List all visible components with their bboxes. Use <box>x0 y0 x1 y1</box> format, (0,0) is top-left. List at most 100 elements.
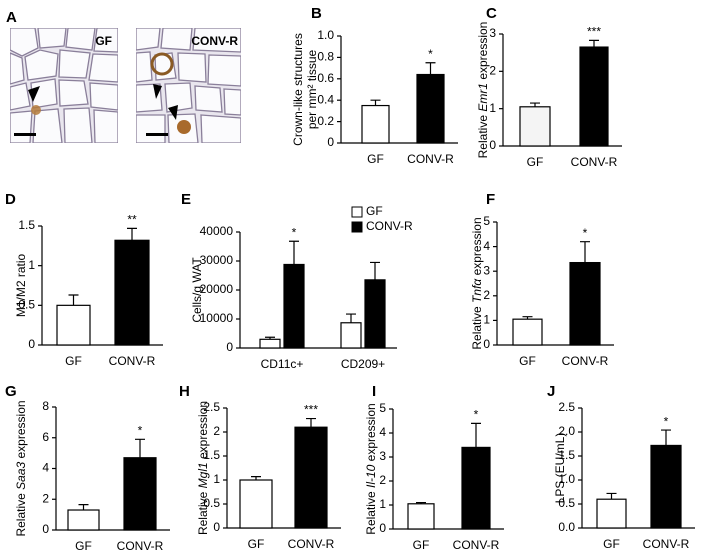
y-axis-label: Relative Mgl1 expression <box>196 401 210 535</box>
label-part: expression <box>470 217 484 278</box>
error-bar <box>289 240 299 265</box>
y-axis-label: per mm² tissue <box>305 50 319 130</box>
legend-swatch <box>351 221 363 233</box>
bar <box>67 509 100 531</box>
y-axis-label: Relative Il-10 expression <box>364 403 378 534</box>
y-tick-label: 2 <box>379 473 386 487</box>
y-tick-label: 1 <box>483 313 490 327</box>
label-part: per mm² tissue <box>305 50 319 130</box>
x-tick-label: CD209+ <box>341 357 385 371</box>
bar <box>596 498 627 529</box>
y-tick-label: 4 <box>483 239 490 253</box>
y-tick-label: 0 <box>226 340 233 354</box>
bar <box>259 338 281 349</box>
y-tick-label: 3 <box>489 26 496 40</box>
bar <box>340 322 362 349</box>
bar <box>283 263 305 349</box>
error-bar <box>589 39 599 48</box>
significance: *** <box>587 25 601 39</box>
label-part: Mgl1 <box>196 462 210 488</box>
y-axis-label: Relative Saa3 expression <box>14 400 28 536</box>
error-bar <box>606 492 617 500</box>
y-tick-label: 0.5 <box>558 496 575 510</box>
panel-letter: H <box>179 383 190 400</box>
y-tick-label: 4 <box>379 425 386 439</box>
x-tick-label: CONV-R <box>453 538 500 552</box>
y-tick-label: 0 <box>379 521 386 535</box>
y-tick-label: 2 <box>42 491 49 505</box>
y-tick-label: 1.5 <box>558 448 575 462</box>
y-tick-label: 0 <box>28 337 35 351</box>
error-bar <box>68 294 79 306</box>
significance: * <box>138 423 143 437</box>
label-part: M1/M2 ratio <box>14 254 28 318</box>
y-axis-label: Crown-like structures <box>291 33 305 146</box>
label-part: Tnfα <box>470 278 484 303</box>
error-bar <box>416 502 426 504</box>
panel-letter: F <box>486 191 495 208</box>
bar <box>650 444 682 529</box>
image-label: GF <box>95 34 112 48</box>
significance: ** <box>127 213 137 227</box>
bar <box>123 457 157 531</box>
x-tick-label: GF <box>75 539 92 553</box>
y-tick-label: 2.5 <box>558 400 575 414</box>
x-tick-label: GF <box>367 152 384 166</box>
significance: * <box>474 408 479 422</box>
bar <box>56 304 91 346</box>
panel-letter: C <box>486 5 497 22</box>
y-tick-label: 5 <box>483 214 490 228</box>
error-bar <box>306 417 316 428</box>
x-tick-label: GF <box>527 155 544 169</box>
y-tick-label: 0 <box>42 522 49 536</box>
error-bar <box>471 422 481 448</box>
x-tick-label: CD11c+ <box>261 357 304 371</box>
y-tick-label: 1 <box>379 497 386 511</box>
error-bar <box>127 227 137 241</box>
x-tick-label: CONV-R <box>117 539 164 553</box>
bar <box>407 503 435 530</box>
label-part: Relative <box>470 303 484 350</box>
histology-image <box>136 28 241 143</box>
x-tick-label: GF <box>519 354 536 368</box>
y-axis-label: LPS (EU/mL) <box>553 433 567 504</box>
error-bar <box>370 99 381 106</box>
y-tick-label: 1 <box>28 258 35 272</box>
y-axis-label: Relative Tnfα expression <box>470 217 484 349</box>
y-tick-label: 6 <box>42 430 49 444</box>
label-part: expression <box>476 22 490 83</box>
label-part: Relative <box>476 112 490 159</box>
error-bar <box>425 62 436 75</box>
error-bar <box>370 261 380 280</box>
panel-letter: E <box>181 191 191 208</box>
y-tick-label: 2.5 <box>203 400 220 414</box>
significance: *** <box>304 403 318 417</box>
y-tick-label: 0 <box>489 138 496 152</box>
image-label: CONV-R <box>191 34 238 48</box>
legend-label: GF <box>366 204 383 218</box>
y-tick-label: 10000 <box>200 311 234 325</box>
bar <box>361 104 390 144</box>
error-bar <box>530 102 540 107</box>
histology-image <box>10 28 118 143</box>
x-tick-label: GF <box>603 537 620 551</box>
x-tick-label: CONV-R <box>643 537 690 551</box>
y-tick-label: 1 <box>213 472 220 486</box>
x-tick-label: CONV-R <box>109 354 156 368</box>
y-tick-label: 5 <box>379 401 386 415</box>
y-tick-label: 0 <box>327 135 334 149</box>
y-tick-label: 0.8 <box>317 50 334 64</box>
significance: * <box>292 225 297 239</box>
y-tick-label: 1.0 <box>558 472 575 486</box>
panel-letter: A <box>6 9 17 26</box>
x-tick-label: GF <box>413 538 430 552</box>
significance: * <box>583 226 588 240</box>
error-bar <box>135 438 145 458</box>
label-part: Saa3 <box>14 462 28 490</box>
bar <box>364 279 386 349</box>
label-part: Il-10 <box>364 464 378 488</box>
panel-letter: B <box>311 5 322 22</box>
y-tick-label: 4 <box>42 461 49 475</box>
error-bar <box>661 429 671 446</box>
